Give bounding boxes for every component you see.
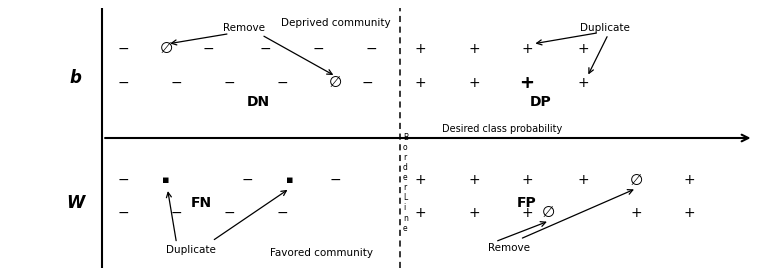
Text: −: − bbox=[260, 42, 271, 56]
Text: +: + bbox=[521, 173, 533, 187]
Text: +: + bbox=[631, 206, 642, 220]
Text: ∅: ∅ bbox=[630, 173, 643, 188]
Text: DN: DN bbox=[247, 95, 269, 109]
Text: +: + bbox=[415, 42, 427, 56]
Text: −: − bbox=[118, 42, 129, 56]
Text: FP: FP bbox=[517, 196, 537, 210]
Text: −: − bbox=[202, 42, 215, 56]
Text: −: − bbox=[224, 206, 235, 220]
Text: −: − bbox=[277, 76, 288, 90]
Text: −: − bbox=[362, 76, 374, 90]
Text: Deprived community: Deprived community bbox=[281, 18, 390, 28]
Text: W: W bbox=[66, 194, 84, 212]
Text: −: − bbox=[170, 76, 183, 90]
Text: −: − bbox=[330, 173, 342, 187]
Text: −: − bbox=[241, 173, 253, 187]
Text: Favored community: Favored community bbox=[270, 248, 373, 258]
Text: −: − bbox=[118, 206, 129, 220]
Text: +: + bbox=[578, 173, 589, 187]
Text: +: + bbox=[578, 76, 589, 90]
Text: Desired class probability: Desired class probability bbox=[442, 124, 562, 134]
Text: −: − bbox=[224, 76, 235, 90]
Text: ∅: ∅ bbox=[159, 41, 173, 56]
Text: +: + bbox=[521, 42, 533, 56]
Text: b: b bbox=[69, 69, 81, 87]
Text: +: + bbox=[521, 76, 533, 90]
Text: ▪: ▪ bbox=[286, 175, 294, 185]
Text: +: + bbox=[684, 173, 696, 187]
Text: +: + bbox=[468, 206, 479, 220]
Text: DP: DP bbox=[530, 95, 552, 109]
Text: +: + bbox=[520, 74, 534, 92]
Text: ∅: ∅ bbox=[330, 75, 342, 90]
Text: −: − bbox=[170, 206, 183, 220]
Text: +: + bbox=[684, 206, 696, 220]
Text: Remove: Remove bbox=[489, 243, 530, 253]
Text: −: − bbox=[118, 76, 129, 90]
Text: −: − bbox=[365, 42, 377, 56]
Text: +: + bbox=[578, 42, 589, 56]
Text: +: + bbox=[415, 76, 427, 90]
Text: ∅: ∅ bbox=[542, 205, 555, 220]
Text: +: + bbox=[468, 76, 479, 90]
Text: −: − bbox=[118, 173, 129, 187]
Text: +: + bbox=[468, 42, 479, 56]
Text: Duplicate: Duplicate bbox=[580, 23, 629, 33]
Text: −: − bbox=[277, 206, 288, 220]
Text: ▪: ▪ bbox=[162, 175, 170, 185]
Text: FN: FN bbox=[191, 196, 212, 210]
Text: +: + bbox=[415, 206, 427, 220]
Text: −: − bbox=[312, 42, 324, 56]
Text: +: + bbox=[415, 173, 427, 187]
Text: Remove: Remove bbox=[223, 23, 265, 33]
Text: +: + bbox=[468, 173, 479, 187]
Text: Duplicate: Duplicate bbox=[166, 245, 215, 255]
Text: +: + bbox=[521, 206, 533, 220]
Text: B
o
r
d
e
r
L
i
n
e: B o r d e r L i n e bbox=[403, 133, 408, 233]
